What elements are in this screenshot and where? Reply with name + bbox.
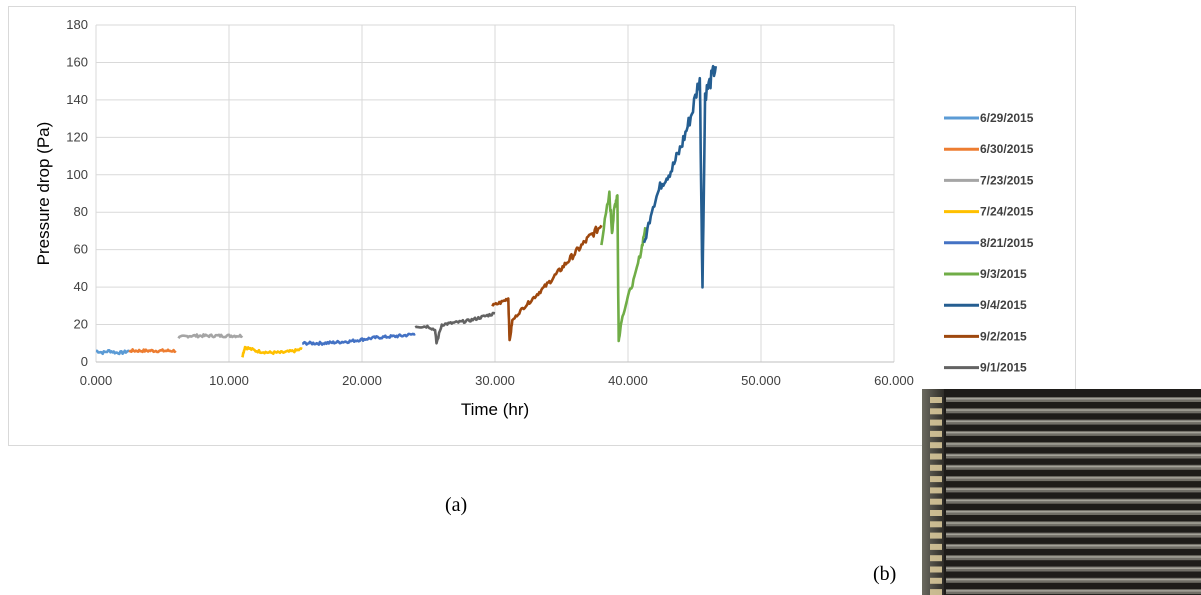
legend-label: 6/30/2015 <box>980 142 1034 156</box>
x-tick-label: 50.000 <box>741 373 781 388</box>
panel-label-b: (b) <box>873 563 897 585</box>
filter-edge-tab <box>930 577 942 584</box>
y-tick-label: 40 <box>74 279 88 294</box>
pressure-drop-chart: 0 20 40 60 80 100 120 140 160 180 0.000 10.000 20.00… <box>34 17 1034 419</box>
filter-pleat-highlight <box>946 409 1201 411</box>
series-lines <box>95 64 718 358</box>
filter-pleat-highlight <box>946 398 1201 400</box>
filter-edge-tab <box>930 532 942 539</box>
x-tick-label: 30.000 <box>475 373 515 388</box>
filter-edge-tab <box>930 589 942 595</box>
filter-pleat-highlight <box>946 443 1201 445</box>
filter-pleat-highlight <box>946 465 1201 468</box>
filter-pleat <box>946 555 1201 561</box>
filter-pleat-highlight <box>946 556 1201 558</box>
series-line <box>128 348 177 354</box>
chart-frame: 0 20 40 60 80 100 120 140 160 180 0.000 10.000 20.00… <box>8 6 1076 446</box>
legend-label: 9/4/2015 <box>980 298 1027 312</box>
legend-label: 7/23/2015 <box>980 173 1034 187</box>
legend-label: 9/3/2015 <box>980 267 1027 281</box>
y-tick-label: 100 <box>66 167 88 182</box>
filter-edge-tab <box>930 430 942 437</box>
filter-edge-tab <box>930 453 942 460</box>
x-tick-label: 0.000 <box>80 373 113 388</box>
filter-pleat-highlight <box>946 533 1201 536</box>
filter-pleat <box>946 476 1201 482</box>
filter-edge-tab <box>930 464 942 471</box>
grid <box>95 24 895 363</box>
filter-edge-tab <box>930 442 942 449</box>
filter-edge-tab <box>930 487 942 494</box>
legend-label: 6/29/2015 <box>980 111 1034 125</box>
filter-edge-tab <box>930 476 942 483</box>
series-line <box>241 345 303 358</box>
filter-pleat-highlight <box>946 431 1201 434</box>
legend: 6/29/2015 6/30/2015 7/23/2015 7/24/2015 8/21… <box>944 111 1034 375</box>
filter-pleat-highlight <box>946 578 1201 581</box>
filter-pleat-highlight <box>946 477 1201 479</box>
y-tick-label: 20 <box>74 317 88 332</box>
x-axis-title: Time (hr) <box>461 400 529 419</box>
panel-label-a: (a) <box>445 494 468 516</box>
filter-pleat-highlight <box>946 488 1201 490</box>
y-tick-label: 120 <box>66 129 88 144</box>
y-tick-label: 0 <box>81 354 88 369</box>
y-tick-label: 80 <box>74 204 88 219</box>
x-tick-label: 40.000 <box>608 373 648 388</box>
filter-pleat-highlight <box>946 454 1201 456</box>
filter-pleat <box>946 442 1201 448</box>
legend-label: 9/1/2015 <box>980 361 1027 375</box>
series-line <box>642 64 718 289</box>
series-line <box>491 224 603 342</box>
filter-pleat-highlight <box>946 590 1201 592</box>
filter-pleat-highlight <box>946 420 1201 423</box>
legend-label: 7/24/2015 <box>980 205 1034 219</box>
filter-edge-tab <box>930 510 942 516</box>
filter-photo-image <box>922 389 1201 595</box>
x-tick-label: 60.000 <box>874 373 914 388</box>
y-axis-title: Pressure drop (Pa) <box>34 122 53 266</box>
y-tick-label: 60 <box>74 242 88 257</box>
series-line <box>301 332 416 346</box>
series-line <box>600 190 647 343</box>
filter-pleat <box>946 543 1201 549</box>
axes: 0 20 40 60 80 100 120 140 160 180 0.000 10.000 20.00… <box>66 17 914 388</box>
y-tick-label: 140 <box>66 92 88 107</box>
filter-pleat-highlight <box>946 499 1201 502</box>
filter-edge-tab <box>930 397 942 403</box>
x-tick-label: 20.000 <box>342 373 382 388</box>
series-line <box>95 348 130 356</box>
filter-edge-tab <box>930 521 942 528</box>
filter-pleat-highlight <box>946 511 1201 513</box>
filter-edge-tab <box>930 419 942 426</box>
series-line <box>177 333 244 339</box>
y-tick-label: 180 <box>66 17 88 32</box>
legend-label: 8/21/2015 <box>980 236 1034 250</box>
filter-pleat-highlight <box>946 544 1201 547</box>
filter-photo <box>922 389 1201 595</box>
x-tick-label: 10.000 <box>209 373 249 388</box>
filter-pleat-highlight <box>946 567 1201 569</box>
filter-edge-tab <box>930 408 942 415</box>
filter-pleat <box>946 419 1201 425</box>
filter-pleat-highlight <box>946 522 1201 524</box>
y-tick-label: 160 <box>66 54 88 69</box>
filter-edge-tab <box>930 566 942 573</box>
legend-label: 9/2/2015 <box>980 329 1027 343</box>
series-line <box>414 311 496 345</box>
filter-edge-tab <box>930 543 942 550</box>
filter-edge-tab <box>930 555 942 562</box>
filter-pleat <box>946 498 1201 504</box>
filter-edge-tab <box>930 498 942 505</box>
